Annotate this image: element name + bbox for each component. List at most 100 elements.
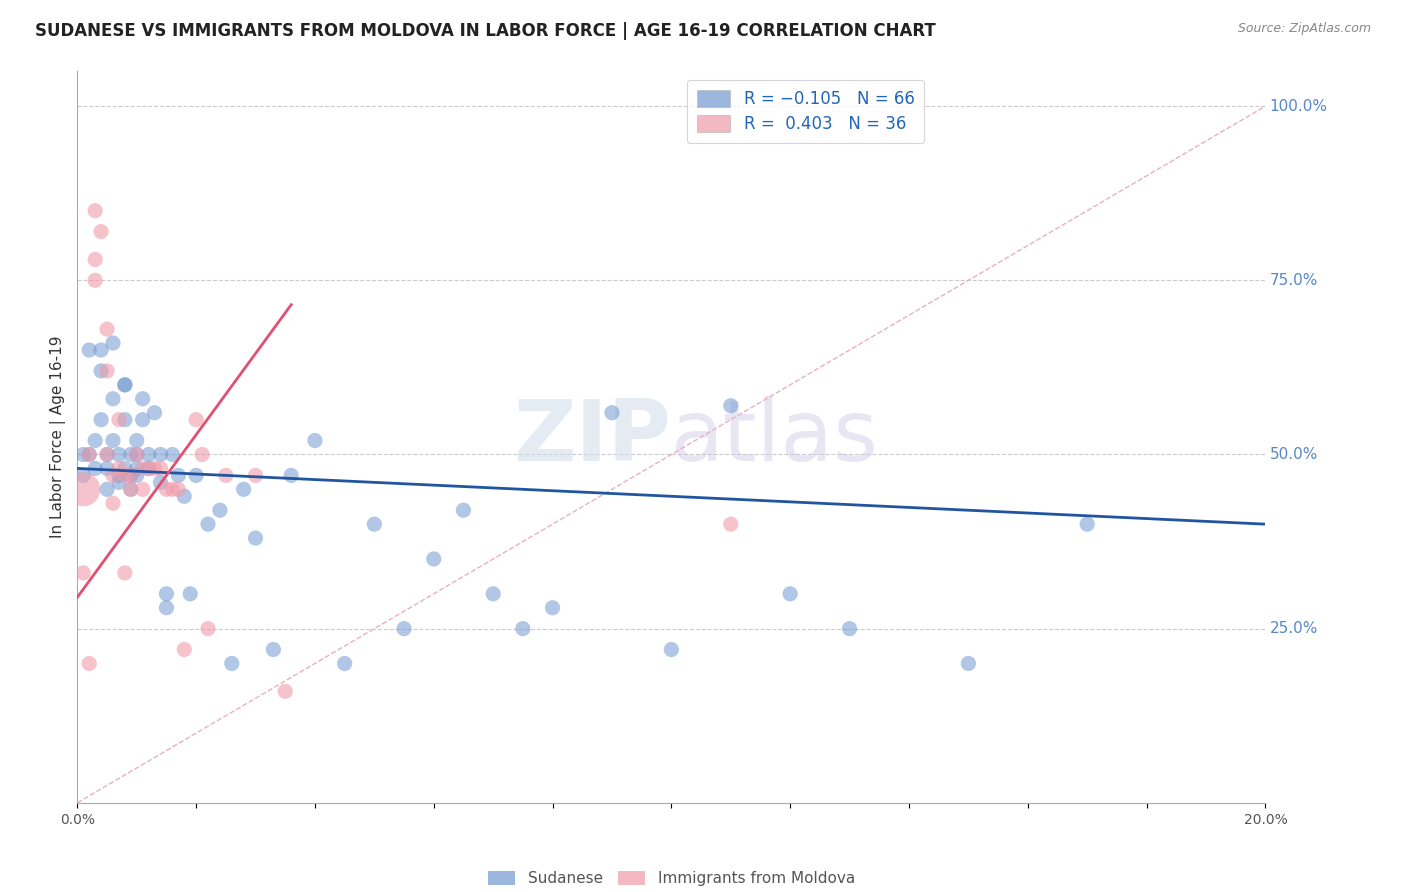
Point [363,517,385,532]
Point [541,600,564,615]
Point [72,566,94,580]
Point [125,448,148,462]
Point [957,657,980,671]
Point [661,642,683,657]
Text: 100.0%: 100.0% [1270,99,1327,113]
Point [173,489,195,503]
Legend: Sudanese, Immigrants from Moldova: Sudanese, Immigrants from Moldova [482,865,860,892]
Point [262,642,284,657]
Point [77,448,100,462]
Point [72,448,94,462]
Text: SUDANESE VS IMMIGRANTS FROM MOLDOVA IN LABOR FORCE | AGE 16-19 CORRELATION CHART: SUDANESE VS IMMIGRANTS FROM MOLDOVA IN L… [35,22,936,40]
Point [84,434,107,448]
Point [149,448,172,462]
Point [197,622,219,636]
Point [453,503,475,517]
Point [422,552,444,566]
Point [72,468,94,483]
Point [96,483,118,497]
Point [143,461,166,475]
Point [138,461,160,475]
Point [77,448,100,462]
Point [114,461,136,475]
Point [90,225,112,239]
Point [155,483,177,497]
Point [720,517,742,532]
Point [90,364,112,378]
Point [280,468,302,483]
Point [101,434,124,448]
Point [512,622,534,636]
Point [779,587,801,601]
Point [131,483,153,497]
Point [120,448,142,462]
Text: ZIP: ZIP [513,395,672,479]
Point [155,600,177,615]
Point [96,448,118,462]
Point [77,343,100,357]
Point [392,622,415,636]
Point [138,461,160,475]
Point [167,483,190,497]
Point [1076,517,1098,532]
Text: 75.0%: 75.0% [1270,273,1317,288]
Point [108,461,131,475]
Point [274,684,297,698]
Point [84,273,107,287]
Point [333,657,356,671]
Point [600,406,623,420]
Point [120,483,142,497]
Point [120,483,142,497]
Point [304,434,326,448]
Point [72,483,94,497]
Point [114,377,136,392]
Point [167,468,190,483]
Point [149,461,172,475]
Point [125,448,148,462]
Point [108,475,131,490]
Point [838,622,860,636]
Point [138,448,160,462]
Point [120,468,142,483]
Point [90,412,112,426]
Point [720,399,742,413]
Point [114,412,136,426]
Point [125,434,148,448]
Point [96,364,118,378]
Point [173,642,195,657]
Point [155,587,177,601]
Point [108,468,131,483]
Point [84,203,107,218]
Point [96,448,118,462]
Text: Source: ZipAtlas.com: Source: ZipAtlas.com [1237,22,1371,36]
Point [149,475,172,490]
Point [77,657,100,671]
Point [162,483,184,497]
Point [179,587,201,601]
Point [143,406,166,420]
Point [114,377,136,392]
Point [90,343,112,357]
Point [114,566,136,580]
Point [108,412,131,426]
Point [131,461,153,475]
Point [215,468,238,483]
Y-axis label: In Labor Force | Age 16-19: In Labor Force | Age 16-19 [51,335,66,539]
Point [482,587,505,601]
Point [96,322,118,336]
Point [245,531,267,545]
Point [186,412,208,426]
Point [101,336,124,351]
Point [191,448,214,462]
Point [197,517,219,532]
Point [186,468,208,483]
Text: 50.0%: 50.0% [1270,447,1317,462]
Point [101,496,124,510]
Point [114,468,136,483]
Point [131,392,153,406]
Point [96,461,118,475]
Point [232,483,254,497]
Text: 25.0%: 25.0% [1270,621,1317,636]
Point [84,252,107,267]
Point [120,468,142,483]
